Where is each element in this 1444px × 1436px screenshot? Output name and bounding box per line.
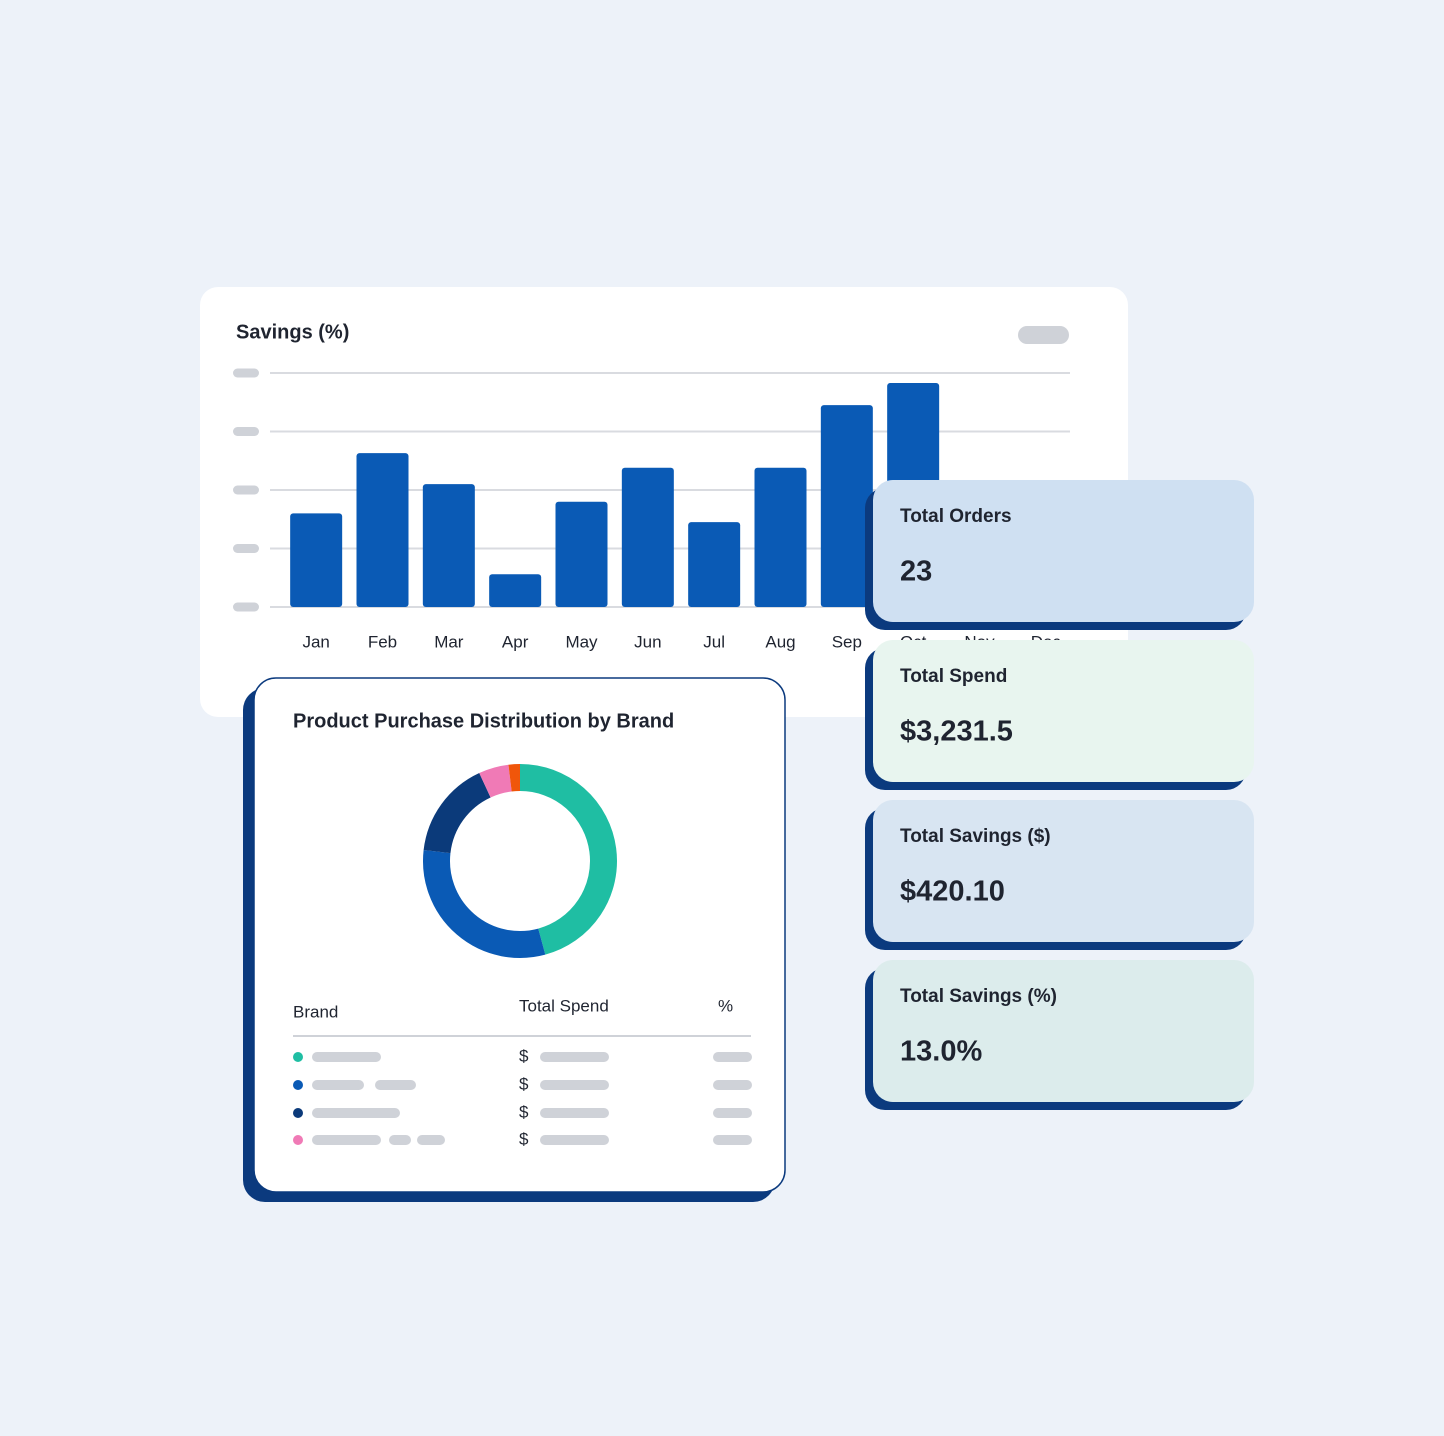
placeholder [233, 544, 259, 553]
currency: $ [519, 1046, 529, 1065]
placeholder [389, 1135, 411, 1145]
bar [754, 467, 807, 607]
kpi-card [873, 480, 1254, 622]
kpi-label: Total Orders [900, 506, 1012, 527]
x-tick-label: Apr [502, 632, 529, 651]
x-tick-label: Feb [368, 632, 397, 651]
kpi-value: 13.0% [900, 1036, 982, 1068]
currency: $ [519, 1074, 529, 1093]
currency: $ [519, 1129, 529, 1148]
donut-segment [423, 772, 492, 854]
placeholder [713, 1135, 752, 1145]
bar [688, 522, 741, 607]
table-header: Brand [293, 1002, 338, 1021]
currency: $ [519, 1102, 529, 1121]
placeholder [375, 1080, 416, 1090]
placeholder [233, 602, 259, 612]
kpi-value: 23 [900, 556, 932, 588]
placeholder [233, 485, 259, 495]
kpi-card [873, 800, 1254, 942]
x-tick-label: Jan [302, 632, 329, 651]
placeholder [233, 427, 259, 436]
legend-dot [293, 1135, 303, 1145]
donut-segment [508, 764, 521, 792]
kpi-card [873, 640, 1254, 782]
legend-dot [293, 1052, 303, 1062]
x-tick-label: May [565, 632, 598, 651]
bar [621, 467, 674, 607]
bar [290, 513, 343, 607]
bar [555, 501, 608, 607]
table-header: Total Spend [519, 996, 609, 1015]
legend-dot [293, 1080, 303, 1090]
placeholder [312, 1080, 364, 1090]
x-tick-label: Jun [634, 632, 661, 651]
placeholder [713, 1052, 752, 1062]
kpi-label: Total Spend [900, 666, 1007, 687]
x-tick-label: Sep [832, 632, 862, 651]
kpi-value: $3,231.5 [900, 716, 1013, 748]
donut-title: Product Purchase Distribution by Brand [293, 710, 674, 732]
bar [489, 574, 542, 607]
placeholder [417, 1135, 445, 1145]
chart-title: Savings (%) [236, 321, 349, 343]
placeholder [312, 1135, 381, 1145]
donut-segment [423, 850, 546, 958]
placeholder [1018, 326, 1069, 344]
x-tick-label: Aug [765, 632, 795, 651]
bar [356, 453, 409, 607]
bar [820, 405, 873, 607]
placeholder [540, 1080, 609, 1090]
placeholder [233, 368, 259, 378]
placeholder [540, 1052, 609, 1062]
donut-segment [519, 764, 617, 955]
table-header: % [718, 996, 733, 1015]
placeholder [713, 1108, 752, 1118]
x-tick-label: Mar [434, 632, 464, 651]
placeholder [540, 1135, 609, 1145]
kpi-card [873, 960, 1254, 1102]
placeholder [312, 1052, 381, 1062]
donut-segment [479, 764, 513, 798]
legend-dot [293, 1108, 303, 1118]
kpi-value: $420.10 [900, 876, 1005, 908]
x-tick-label: Jul [703, 632, 725, 651]
placeholder [540, 1108, 609, 1118]
kpi-label: Total Savings ($) [900, 826, 1051, 847]
placeholder [713, 1080, 752, 1090]
placeholder [312, 1108, 400, 1118]
bar [422, 484, 475, 607]
kpi-label: Total Savings (%) [900, 986, 1057, 1007]
